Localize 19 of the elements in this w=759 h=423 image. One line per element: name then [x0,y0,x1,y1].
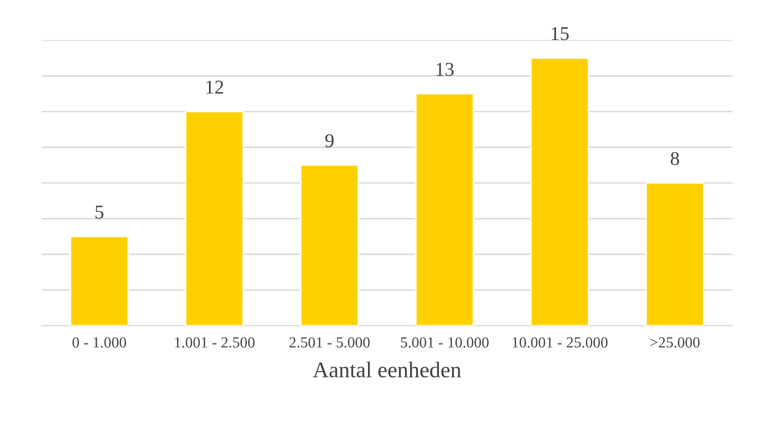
bar [184,110,244,326]
x-tick-label: 0 - 1.000 [72,337,126,348]
x-tick-label: 2.501 - 5.000 [289,337,370,348]
bar [530,57,590,326]
bar [415,93,474,326]
bar [70,236,129,326]
x-tick-label: >25.000 [650,337,700,348]
data-label: 12 [206,80,224,94]
bar [300,164,360,326]
bar [645,182,704,326]
data-label: 8 [670,152,679,166]
data-label: 9 [325,134,334,148]
x-tick-label: 1.001 - 2.500 [175,337,255,348]
data-label: 15 [552,27,569,40]
x-axis-title: Aantal eenheden [312,362,462,378]
data-label: 5 [96,206,104,219]
x-tick-label: 5.001 - 10.000 [400,337,489,348]
x-tick-label: 10.001 - 25.000 [512,337,608,348]
data-label: 13 [436,62,454,76]
